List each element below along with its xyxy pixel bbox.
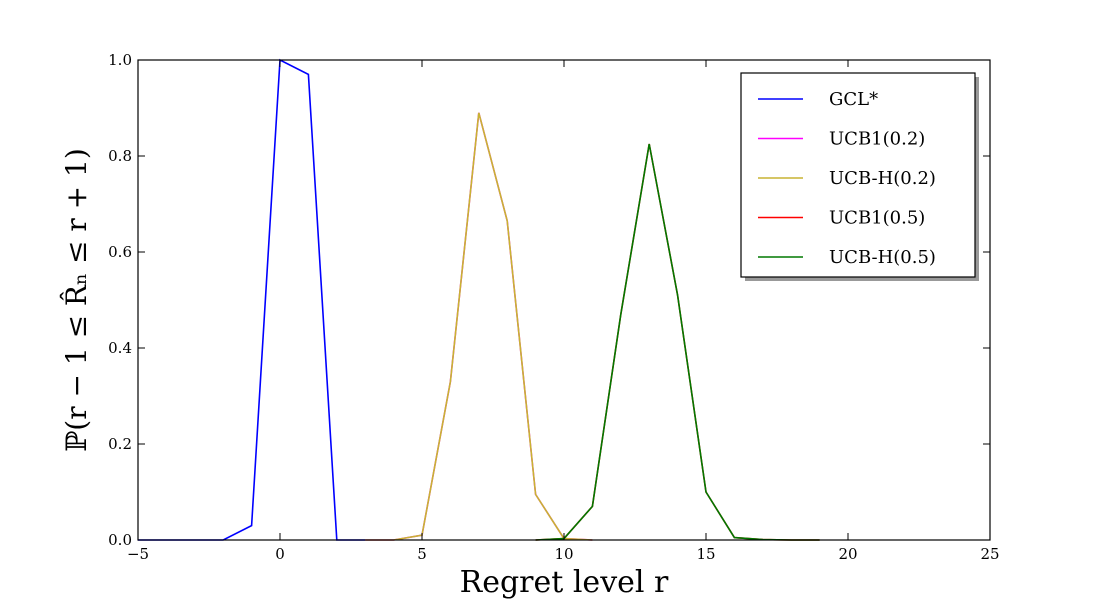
x-tick-label: −5 xyxy=(127,545,149,563)
x-tick-label: 25 xyxy=(980,545,999,563)
y-tick-label: 0.0 xyxy=(108,531,132,549)
x-tick-label: 0 xyxy=(275,545,285,563)
legend-label-0: GCL* xyxy=(829,89,878,110)
legend-box xyxy=(740,72,976,278)
y-tick-label: 1.0 xyxy=(108,51,132,69)
legend-label-2: UCB-H(0.2) xyxy=(829,168,936,189)
y-tick-label: 0.2 xyxy=(108,435,132,453)
axis-ticks: −5 0 5 10 15 20 25 0.0 0.2 0.4 0.6 0.8 1.0 xyxy=(108,51,999,563)
y-axis-label: ℙ(r − 1 ≤ R̂ₙ ≤ r + 1) xyxy=(60,148,93,452)
x-tick-label: 5 xyxy=(417,545,427,563)
plot-frame xyxy=(137,59,991,541)
x-tick-label: 20 xyxy=(838,545,857,563)
series-line-1 xyxy=(365,112,593,541)
x-axis-label: Regret level r xyxy=(460,565,669,600)
x-tick-label: 15 xyxy=(696,545,715,563)
y-tick-label: 0.6 xyxy=(108,243,132,261)
legend-label-1: UCB1(0.2) xyxy=(829,129,925,150)
y-tick-label: 0.8 xyxy=(108,147,132,165)
y-tick-label: 0.4 xyxy=(108,339,132,357)
legend-label-4: UCB-H(0.5) xyxy=(829,247,936,268)
series-line-2 xyxy=(365,112,593,541)
series-line-0 xyxy=(138,58,366,541)
legend: GCL* UCB1(0.2) UCB-H(0.2) UCB1(0.5) UCB-H(0.… xyxy=(740,72,979,281)
x-tick-label: 10 xyxy=(554,545,573,563)
legend-label-3: UCB1(0.5) xyxy=(829,208,925,229)
plot-area xyxy=(138,58,820,541)
